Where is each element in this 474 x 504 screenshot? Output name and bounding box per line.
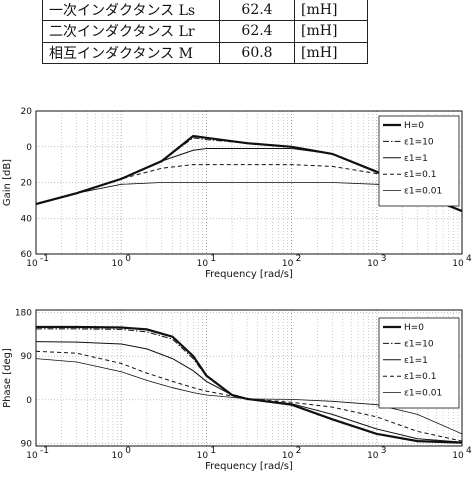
x-axis-label: Frequency [rad/s]: [205, 461, 293, 472]
series-group: [36, 325, 462, 444]
x-tick-label: 10: [26, 451, 38, 461]
x-tick-label: 10: [197, 259, 209, 269]
x-tick-exponent: -1: [40, 254, 49, 264]
x-tick-label: 10: [282, 259, 294, 269]
param-label: 二次インダクタンス Lr: [42, 20, 220, 43]
param-unit: [mH]: [294, 41, 368, 65]
legend-label: ε1=10: [404, 137, 434, 147]
plot-frame: [35, 309, 463, 447]
table-row: 二次インダクタンス Lr 62.4 [mH]: [42, 20, 368, 43]
x-tick-label: 10: [111, 451, 123, 461]
x-tick-label: 10: [197, 451, 209, 461]
param-unit: [mH]: [294, 0, 368, 22]
y-tick-label: 0: [26, 396, 32, 406]
parameter-table: 一次インダクタンス Ls 62.4 [mH] 二次インダクタンス Lr 62.4…: [42, 0, 368, 65]
x-tick-exponent: 1: [210, 254, 216, 264]
table-row: 一次インダクタンス Ls 62.4 [mH]: [42, 0, 368, 22]
legend: H=0 ε1=10 ε1=1 ε1=0.1 ε1=0.01: [378, 317, 460, 409]
x-tick-exponent: 1: [210, 446, 216, 456]
x-tick-label: 10: [367, 259, 379, 269]
legend-label: ε1=1: [404, 356, 428, 366]
x-tick-exponent: 2: [296, 254, 302, 264]
x-tick-label: 10: [26, 259, 38, 269]
legend: H=0 ε1=10 ε1=1 ε1=0.1 ε1=0.01: [378, 115, 460, 207]
y-tick-label: 40: [21, 214, 33, 224]
series-line: [36, 341, 462, 443]
legend-label: ε1=1: [404, 154, 428, 164]
param-label: 一次インダクタンス Ls: [42, 0, 220, 22]
legend-label: H=0: [404, 121, 424, 131]
y-axis-label: Gain [dB]: [2, 159, 13, 206]
x-tick-label: 10: [452, 451, 464, 461]
x-axis-label: Frequency [rad/s]: [205, 269, 293, 280]
x-tick-exponent: 3: [381, 254, 387, 264]
x-tick-exponent: -1: [40, 446, 49, 456]
series-line: [36, 358, 462, 435]
x-tick-label: 10: [452, 259, 464, 269]
y-tick-label: 60: [21, 250, 33, 260]
legend-label: ε1=0.1: [404, 170, 436, 180]
x-tick-exponent: 0: [125, 254, 131, 264]
x-tick-exponent: 4: [466, 254, 472, 264]
x-tick-exponent: 0: [125, 446, 131, 456]
x-tick-label: 10: [111, 259, 123, 269]
legend-label: H=0: [404, 323, 424, 333]
legend-label: ε1=0.01: [404, 187, 442, 197]
x-tick-label: 10: [282, 451, 294, 461]
y-tick-label: 90: [21, 352, 33, 362]
param-value: 62.4: [219, 20, 295, 43]
series-line: [36, 350, 462, 442]
y-tick-label: 0: [26, 143, 32, 153]
y-tick-label: 20: [21, 179, 33, 189]
y-tick-label: 90: [21, 440, 33, 450]
legend-label: ε1=0.01: [404, 389, 442, 399]
param-label: 相互インダクタンス M: [42, 41, 220, 65]
y-tick-label: 20: [21, 107, 33, 117]
table-row: 相互インダクタンス M 60.8 [mH]: [42, 41, 368, 65]
x-tick-label: 10: [367, 451, 379, 461]
param-value: 60.8: [219, 41, 295, 65]
y-axis-label: Phase [deg]: [2, 348, 13, 408]
plot-frame: [35, 110, 463, 255]
param-value: 62.4: [219, 0, 295, 22]
series-line: [36, 328, 462, 444]
param-unit: [mH]: [294, 20, 368, 43]
x-tick-exponent: 4: [466, 446, 472, 456]
x-tick-exponent: 3: [381, 446, 387, 456]
y-tick-label: 180: [15, 308, 32, 318]
legend-label: ε1=10: [404, 339, 434, 349]
legend-label: ε1=0.1: [404, 372, 436, 382]
x-tick-exponent: 2: [296, 446, 302, 456]
